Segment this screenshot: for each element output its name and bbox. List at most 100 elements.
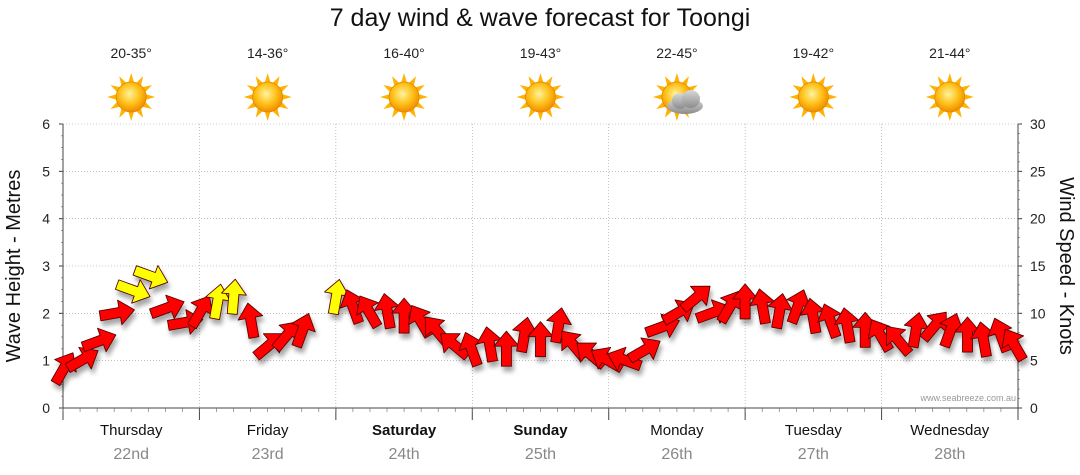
day-date-label: 22nd (113, 446, 149, 463)
wind-arrow (970, 321, 996, 358)
sun-ray (537, 111, 544, 121)
right-tick-label: 30 (1030, 116, 1046, 132)
wind-arrow-shape (149, 294, 185, 320)
sun-ray (516, 94, 527, 100)
wind-arrow (1001, 328, 1028, 363)
wind-arrow (954, 316, 981, 353)
wind-arrow (98, 299, 135, 326)
cloud-icon (666, 90, 703, 114)
wind-arrow (607, 346, 643, 372)
sun-ray (554, 94, 565, 100)
sun-ray (264, 111, 271, 121)
wind-arrow (374, 293, 400, 330)
sun-ray (380, 94, 391, 100)
wind-arrow-shape (64, 346, 99, 373)
sun-ray (810, 73, 817, 83)
sun-disc (115, 81, 147, 113)
day-name-label: Monday (650, 422, 704, 439)
left-tick-label: 6 (42, 116, 50, 132)
credit-text: www.seabreeze.com.au (919, 393, 1016, 403)
wind-arrow-shape (786, 289, 811, 325)
day-date-label: 25th (525, 446, 556, 463)
wind-arrow (767, 293, 793, 330)
sun-disc (934, 81, 966, 113)
sun-disc (525, 81, 556, 113)
wind-arrow (324, 278, 350, 316)
wind-arrow (679, 285, 711, 314)
sun-ray (946, 73, 953, 83)
sun-icon (516, 73, 565, 121)
wind-arrow (132, 265, 169, 290)
sun-ray (673, 111, 680, 121)
wind-arrow-shape (98, 299, 135, 326)
day-date-label: 23rd (252, 446, 284, 463)
wind-arrow (527, 321, 554, 358)
sun-ray (673, 73, 680, 83)
wind-arrow (833, 307, 860, 344)
wind-arrow (476, 326, 502, 363)
left-tick-label: 3 (42, 258, 50, 274)
right-tick-label: 15 (1030, 258, 1046, 274)
day-date-label: 27th (798, 446, 829, 463)
wind-arrow-shape (374, 293, 400, 330)
wind-arrow-shape (324, 278, 350, 316)
day-date-label: 24th (389, 446, 420, 463)
right-tick-label: 20 (1030, 211, 1046, 227)
left-tick-label: 4 (42, 211, 50, 227)
sun-icon (243, 73, 292, 121)
wind-arrow-shape (1001, 328, 1028, 363)
sun-ray (281, 94, 292, 100)
sun-ray (145, 94, 156, 100)
sun-ray (128, 111, 135, 121)
wind-arrow (786, 289, 811, 325)
sun-icon (789, 73, 838, 121)
wind-arrow-shape (954, 316, 981, 353)
left-tick-label: 0 (42, 400, 50, 416)
left-axis-label: Wave Height - Metres (3, 170, 25, 363)
wind-arrow (80, 327, 117, 353)
left-tick-label: 1 (42, 353, 50, 369)
right-tick-label: 0 (1030, 400, 1038, 416)
wind-arrow-shape (493, 330, 520, 367)
wind-arrow-shape (970, 321, 996, 358)
temperature-range: 21-44° (929, 45, 970, 61)
wind-arrow (903, 312, 930, 349)
sun-ray (946, 111, 953, 121)
sun-ray (810, 111, 817, 121)
temperature-range: 14-36° (247, 45, 288, 61)
wind-arrow (149, 294, 185, 320)
temperature-range: 16-40° (383, 45, 424, 61)
wind-arrow (221, 278, 247, 315)
wind-arrow-shape (291, 313, 316, 349)
temperature-range: 20-35° (111, 45, 152, 61)
wind-arrow-shape (458, 331, 483, 368)
wind-arrow-shape (221, 278, 247, 315)
temperature-range: 22-45° (656, 45, 697, 61)
wind-arrow (187, 295, 214, 330)
wind-arrow-shape (767, 293, 793, 330)
sun-ray (789, 94, 800, 100)
sun-ray (925, 94, 936, 100)
wind-arrow (749, 288, 775, 325)
sun-icon (380, 73, 429, 121)
wind-arrow-shape (626, 337, 661, 364)
sun-ray (264, 73, 271, 83)
wind-arrow-shape (732, 283, 759, 320)
wind-arrow-shape (512, 316, 538, 354)
day-date-label: 26th (661, 446, 692, 463)
wind-arrow-shape (939, 313, 964, 349)
wind-arrow (64, 346, 99, 373)
day-date-label: 28th (934, 446, 965, 463)
right-tick-label: 5 (1030, 353, 1038, 369)
sun-ray (401, 73, 408, 83)
wind-arrow-shape (132, 265, 169, 290)
day-name-label: Wednesday (910, 422, 989, 439)
sun-ray (128, 73, 135, 83)
wind-arrow-shape (339, 289, 365, 325)
wind-arrow-shape (527, 321, 554, 358)
sun-ray (827, 94, 838, 100)
day-name-label: Saturday (372, 422, 437, 439)
sun-ray (963, 94, 974, 100)
sun-icon (925, 73, 974, 121)
